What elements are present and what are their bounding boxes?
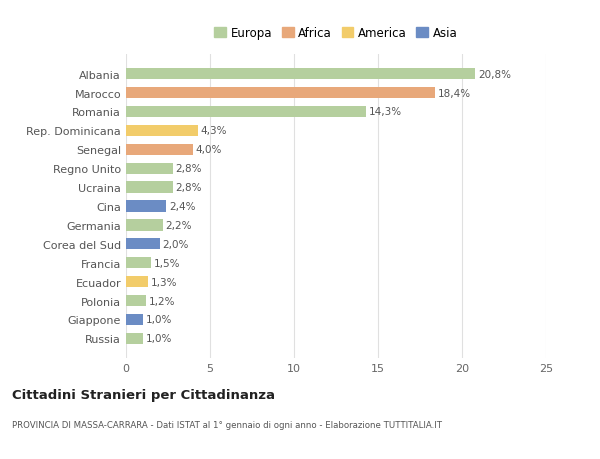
Text: 2,2%: 2,2%: [166, 220, 192, 230]
Bar: [126, 257, 151, 269]
Bar: [126, 314, 143, 325]
Text: 1,0%: 1,0%: [145, 334, 172, 344]
Text: 14,3%: 14,3%: [369, 107, 402, 117]
Text: 2,8%: 2,8%: [176, 164, 202, 174]
Text: Cittadini Stranieri per Cittadinanza: Cittadini Stranieri per Cittadinanza: [12, 388, 275, 401]
Bar: [126, 239, 160, 250]
Bar: [126, 276, 148, 288]
Bar: [126, 333, 143, 344]
Legend: Europa, Africa, America, Asia: Europa, Africa, America, Asia: [212, 25, 460, 42]
Bar: [126, 88, 435, 99]
Text: PROVINCIA DI MASSA-CARRARA - Dati ISTAT al 1° gennaio di ogni anno - Elaborazion: PROVINCIA DI MASSA-CARRARA - Dati ISTAT …: [12, 420, 442, 429]
Text: 18,4%: 18,4%: [437, 89, 471, 98]
Bar: [126, 163, 173, 174]
Bar: [126, 220, 163, 231]
Text: 1,2%: 1,2%: [149, 296, 175, 306]
Text: 2,8%: 2,8%: [176, 183, 202, 193]
Text: 2,4%: 2,4%: [169, 202, 196, 212]
Bar: [126, 106, 366, 118]
Text: 4,3%: 4,3%: [201, 126, 227, 136]
Bar: [126, 201, 166, 212]
Text: 1,5%: 1,5%: [154, 258, 180, 268]
Bar: [126, 69, 475, 80]
Bar: [126, 182, 173, 193]
Text: 20,8%: 20,8%: [478, 69, 511, 79]
Bar: [126, 144, 193, 156]
Text: 2,0%: 2,0%: [162, 239, 188, 249]
Text: 4,0%: 4,0%: [196, 145, 222, 155]
Text: 1,3%: 1,3%: [151, 277, 177, 287]
Bar: [126, 295, 146, 307]
Text: 1,0%: 1,0%: [145, 315, 172, 325]
Bar: [126, 125, 198, 137]
